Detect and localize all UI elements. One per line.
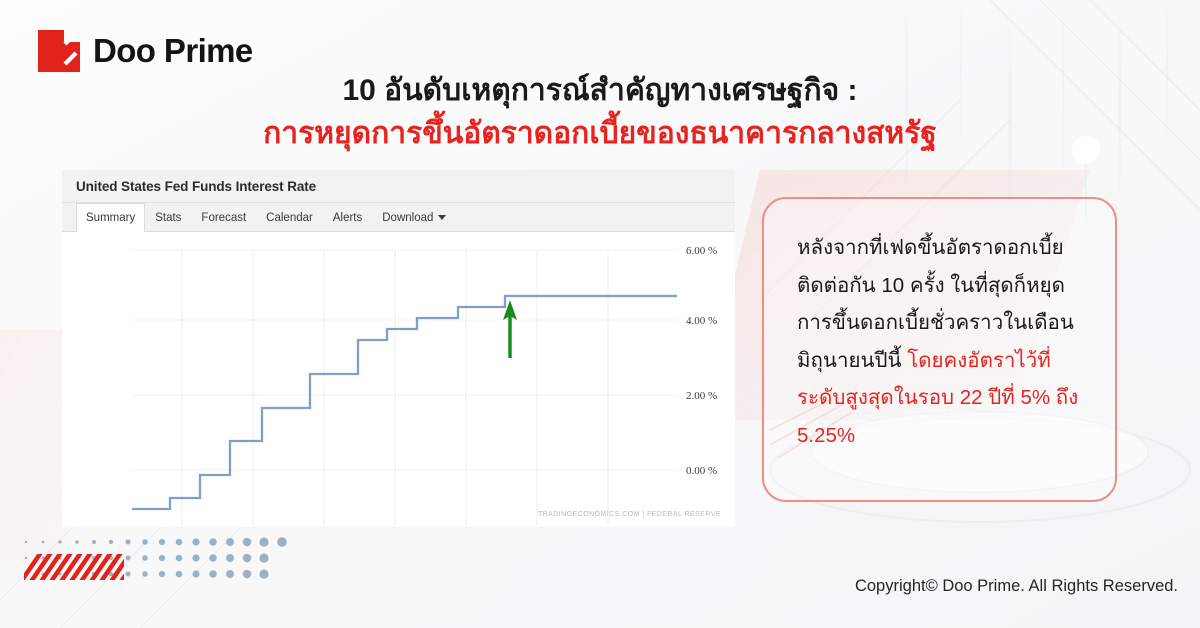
tab-download-label: Download bbox=[382, 211, 434, 224]
tab-calendar[interactable]: Calendar bbox=[256, 203, 323, 231]
green-up-arrow-icon bbox=[503, 300, 517, 358]
y-tick-4: 4.00 % bbox=[686, 315, 717, 327]
chart-panel: United States Fed Funds Interest Rate Su… bbox=[62, 170, 735, 527]
y-tick-2: 2.00 % bbox=[686, 390, 717, 402]
brand-logo: Doo Prime bbox=[38, 30, 253, 72]
page-title: 10 อันดับเหตุการณ์สำคัญทางเศรษฐกิจ : การ… bbox=[0, 70, 1200, 155]
y-tick-0: 0.00 % bbox=[686, 465, 717, 477]
chart-y-axis-labels: 6.00 % 4.00 % 2.00 % 0.00 % bbox=[686, 245, 717, 477]
chart-plot-container: 6.00 % 4.00 % 2.00 % 0.00 % Apr 2022 Jul… bbox=[62, 232, 735, 526]
brand-name: Doo Prime bbox=[93, 32, 253, 69]
red-stripe-block bbox=[24, 554, 124, 580]
fed-funds-rate-chart[interactable]: 6.00 % 4.00 % 2.00 % 0.00 % Apr 2022 Jul… bbox=[62, 232, 735, 526]
chevron-down-icon bbox=[438, 215, 447, 220]
dot-grid bbox=[24, 537, 287, 579]
chart-source-attribution: TRADINGECONOMICS.COM | FEDERAL RESERVE bbox=[537, 511, 721, 518]
tab-stats[interactable]: Stats bbox=[145, 203, 191, 231]
tab-stats-label: Stats bbox=[155, 211, 182, 224]
tab-summary[interactable]: Summary bbox=[76, 203, 146, 232]
callout-box: หลังจากที่เฟดขึ้นอัตราดอกเบี้ยติดต่อกัน … bbox=[762, 197, 1117, 502]
tab-forecast[interactable]: Forecast bbox=[191, 203, 256, 231]
chart-gridlines bbox=[132, 319, 677, 471]
chart-tab-bar: Summary Stats Forecast Calendar Alerts D… bbox=[62, 203, 735, 232]
tab-alerts-label: Alerts bbox=[332, 211, 363, 224]
doo-prime-mark-icon bbox=[38, 30, 80, 72]
tab-download[interactable]: Download bbox=[372, 203, 456, 231]
chart-step-line bbox=[132, 294, 677, 511]
tab-alerts[interactable]: Alerts bbox=[323, 203, 372, 231]
chart-vertical-gridlines bbox=[181, 250, 609, 526]
tab-calendar-label: Calendar bbox=[266, 211, 313, 224]
tab-summary-label: Summary bbox=[86, 211, 136, 224]
callout-text: หลังจากที่เฟดขึ้นอัตราดอกเบี้ยติดต่อกัน … bbox=[797, 229, 1085, 454]
headline-line-1: 10 อันดับเหตุการณ์สำคัญทางเศรษฐกิจ : bbox=[342, 74, 858, 107]
tab-forecast-label: Forecast bbox=[201, 211, 247, 224]
decorative-dot-grid bbox=[24, 537, 287, 580]
footer-copyright: Copyright© Doo Prime. All Rights Reserve… bbox=[854, 577, 1178, 595]
chart-panel-header: United States Fed Funds Interest Rate bbox=[62, 170, 735, 203]
headline-line-2: การหยุดการขึ้นอัตราดอกเบี้ยของธนาคารกลาง… bbox=[263, 116, 937, 150]
chart-title: United States Fed Funds Interest Rate bbox=[76, 178, 317, 194]
y-tick-6: 6.00 % bbox=[686, 245, 717, 257]
